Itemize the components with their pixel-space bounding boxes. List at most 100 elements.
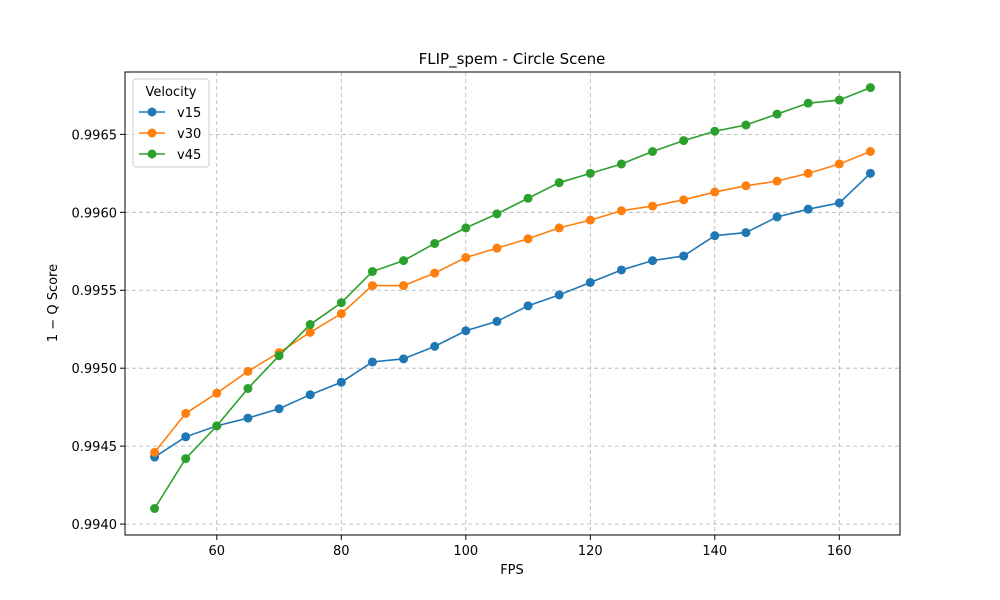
data-point-v30	[710, 187, 720, 197]
data-point-v45	[336, 298, 346, 308]
data-point-v45	[648, 147, 658, 157]
legend-entry-v15: v15	[139, 106, 201, 121]
data-point-v15	[554, 290, 564, 300]
data-point-v30	[212, 388, 222, 398]
data-point-v45	[710, 126, 720, 136]
data-point-v30	[243, 366, 253, 376]
legend-marker	[147, 149, 157, 159]
data-point-v45	[803, 98, 813, 108]
series-layer	[150, 83, 875, 513]
data-point-v15	[367, 357, 377, 367]
y-tick-label: 0.9955	[72, 284, 118, 299]
data-point-v45	[399, 256, 409, 266]
data-point-v45	[274, 351, 284, 361]
x-tick-label: 60	[209, 544, 226, 559]
data-point-v15	[523, 301, 533, 311]
data-point-v30	[616, 206, 626, 216]
y-axis-label: 1 − Q Score	[46, 264, 61, 342]
data-point-v15	[803, 204, 813, 214]
data-point-v45	[554, 178, 564, 188]
data-point-v15	[430, 341, 440, 351]
data-point-v15	[865, 168, 875, 178]
data-point-v15	[772, 212, 782, 222]
data-point-v45	[212, 421, 222, 431]
data-point-v15	[492, 316, 502, 326]
series-v45	[150, 83, 875, 513]
data-point-v15	[181, 432, 191, 442]
data-point-v30	[523, 234, 533, 244]
legend-label: v15	[177, 106, 201, 121]
legend-label: v45	[177, 148, 201, 163]
data-point-v30	[554, 223, 564, 233]
data-point-v30	[430, 268, 440, 278]
chart-title: FLIP_spem - Circle Scene	[419, 50, 606, 69]
y-tick-label: 0.9945	[72, 440, 118, 455]
legend-entries: v15 v30 v45	[139, 106, 201, 163]
data-point-v30	[461, 253, 471, 263]
legend: Velocity v15 v30 v45	[132, 78, 210, 168]
y-tick-label: 0.9965	[72, 128, 118, 143]
data-point-v15	[274, 404, 284, 414]
data-point-v45	[430, 238, 440, 248]
y-tick-label: 0.9940	[72, 518, 118, 533]
series-line-v15	[154, 172, 871, 458]
data-point-v45	[585, 168, 595, 178]
series-line-v45	[153, 86, 871, 509]
legend-title: Velocity	[146, 85, 197, 100]
x-tick-label: 100	[453, 544, 478, 559]
data-point-v30	[305, 327, 315, 337]
data-point-v30	[834, 159, 844, 169]
y-tick-label: 0.9950	[72, 362, 118, 377]
data-point-v15	[741, 228, 751, 238]
data-point-v15	[336, 377, 346, 387]
data-point-v15	[305, 390, 315, 400]
legend-marker	[147, 107, 157, 117]
data-point-v30	[803, 168, 813, 178]
data-point-v30	[679, 195, 689, 205]
legend-entry-v30: v30	[139, 127, 201, 142]
y-tick-label: 0.9960	[72, 206, 118, 221]
data-point-v45	[523, 193, 533, 203]
data-point-v45	[492, 209, 502, 219]
data-point-v45	[741, 120, 751, 130]
data-point-v30	[648, 201, 658, 211]
data-point-v45	[616, 159, 626, 169]
data-point-v45	[834, 95, 844, 105]
x-tick-label: 80	[333, 544, 350, 559]
data-point-v45	[772, 109, 782, 119]
data-point-v30	[585, 215, 595, 225]
x-tick-label: 160	[827, 544, 852, 559]
data-point-v15	[710, 231, 720, 241]
data-point-v30	[336, 309, 346, 319]
data-point-v45	[367, 267, 377, 277]
plot-frame	[124, 71, 901, 536]
data-point-v30	[772, 176, 782, 186]
y-axis: 0.9940 0.9945 0.9950 0.9955 0.9960 0.9965	[72, 128, 125, 533]
data-point-v15	[399, 354, 409, 364]
data-point-v15	[243, 413, 253, 423]
series-v15	[150, 168, 875, 462]
data-point-v15	[834, 198, 844, 208]
data-point-v45	[243, 383, 253, 393]
x-tick-label: 120	[578, 544, 603, 559]
data-point-v45	[679, 136, 689, 146]
data-point-v30	[492, 243, 502, 253]
data-point-v15	[648, 256, 658, 266]
legend-label: v30	[177, 127, 201, 142]
x-axis-label: FPS	[500, 563, 524, 578]
data-point-v30	[865, 147, 875, 157]
series-line-v30	[153, 150, 871, 453]
data-point-v15	[616, 265, 626, 275]
data-point-v45	[865, 83, 875, 93]
data-point-v45	[305, 320, 315, 330]
data-point-v30	[150, 447, 160, 457]
data-point-v15	[461, 326, 471, 336]
data-point-v30	[399, 281, 409, 291]
data-point-v30	[367, 281, 377, 291]
data-point-v15	[679, 251, 689, 261]
x-axis: 60 80 100 120 140 160	[209, 535, 852, 559]
legend-marker	[147, 128, 157, 138]
legend-box	[132, 78, 210, 168]
data-point-v30	[181, 408, 191, 418]
